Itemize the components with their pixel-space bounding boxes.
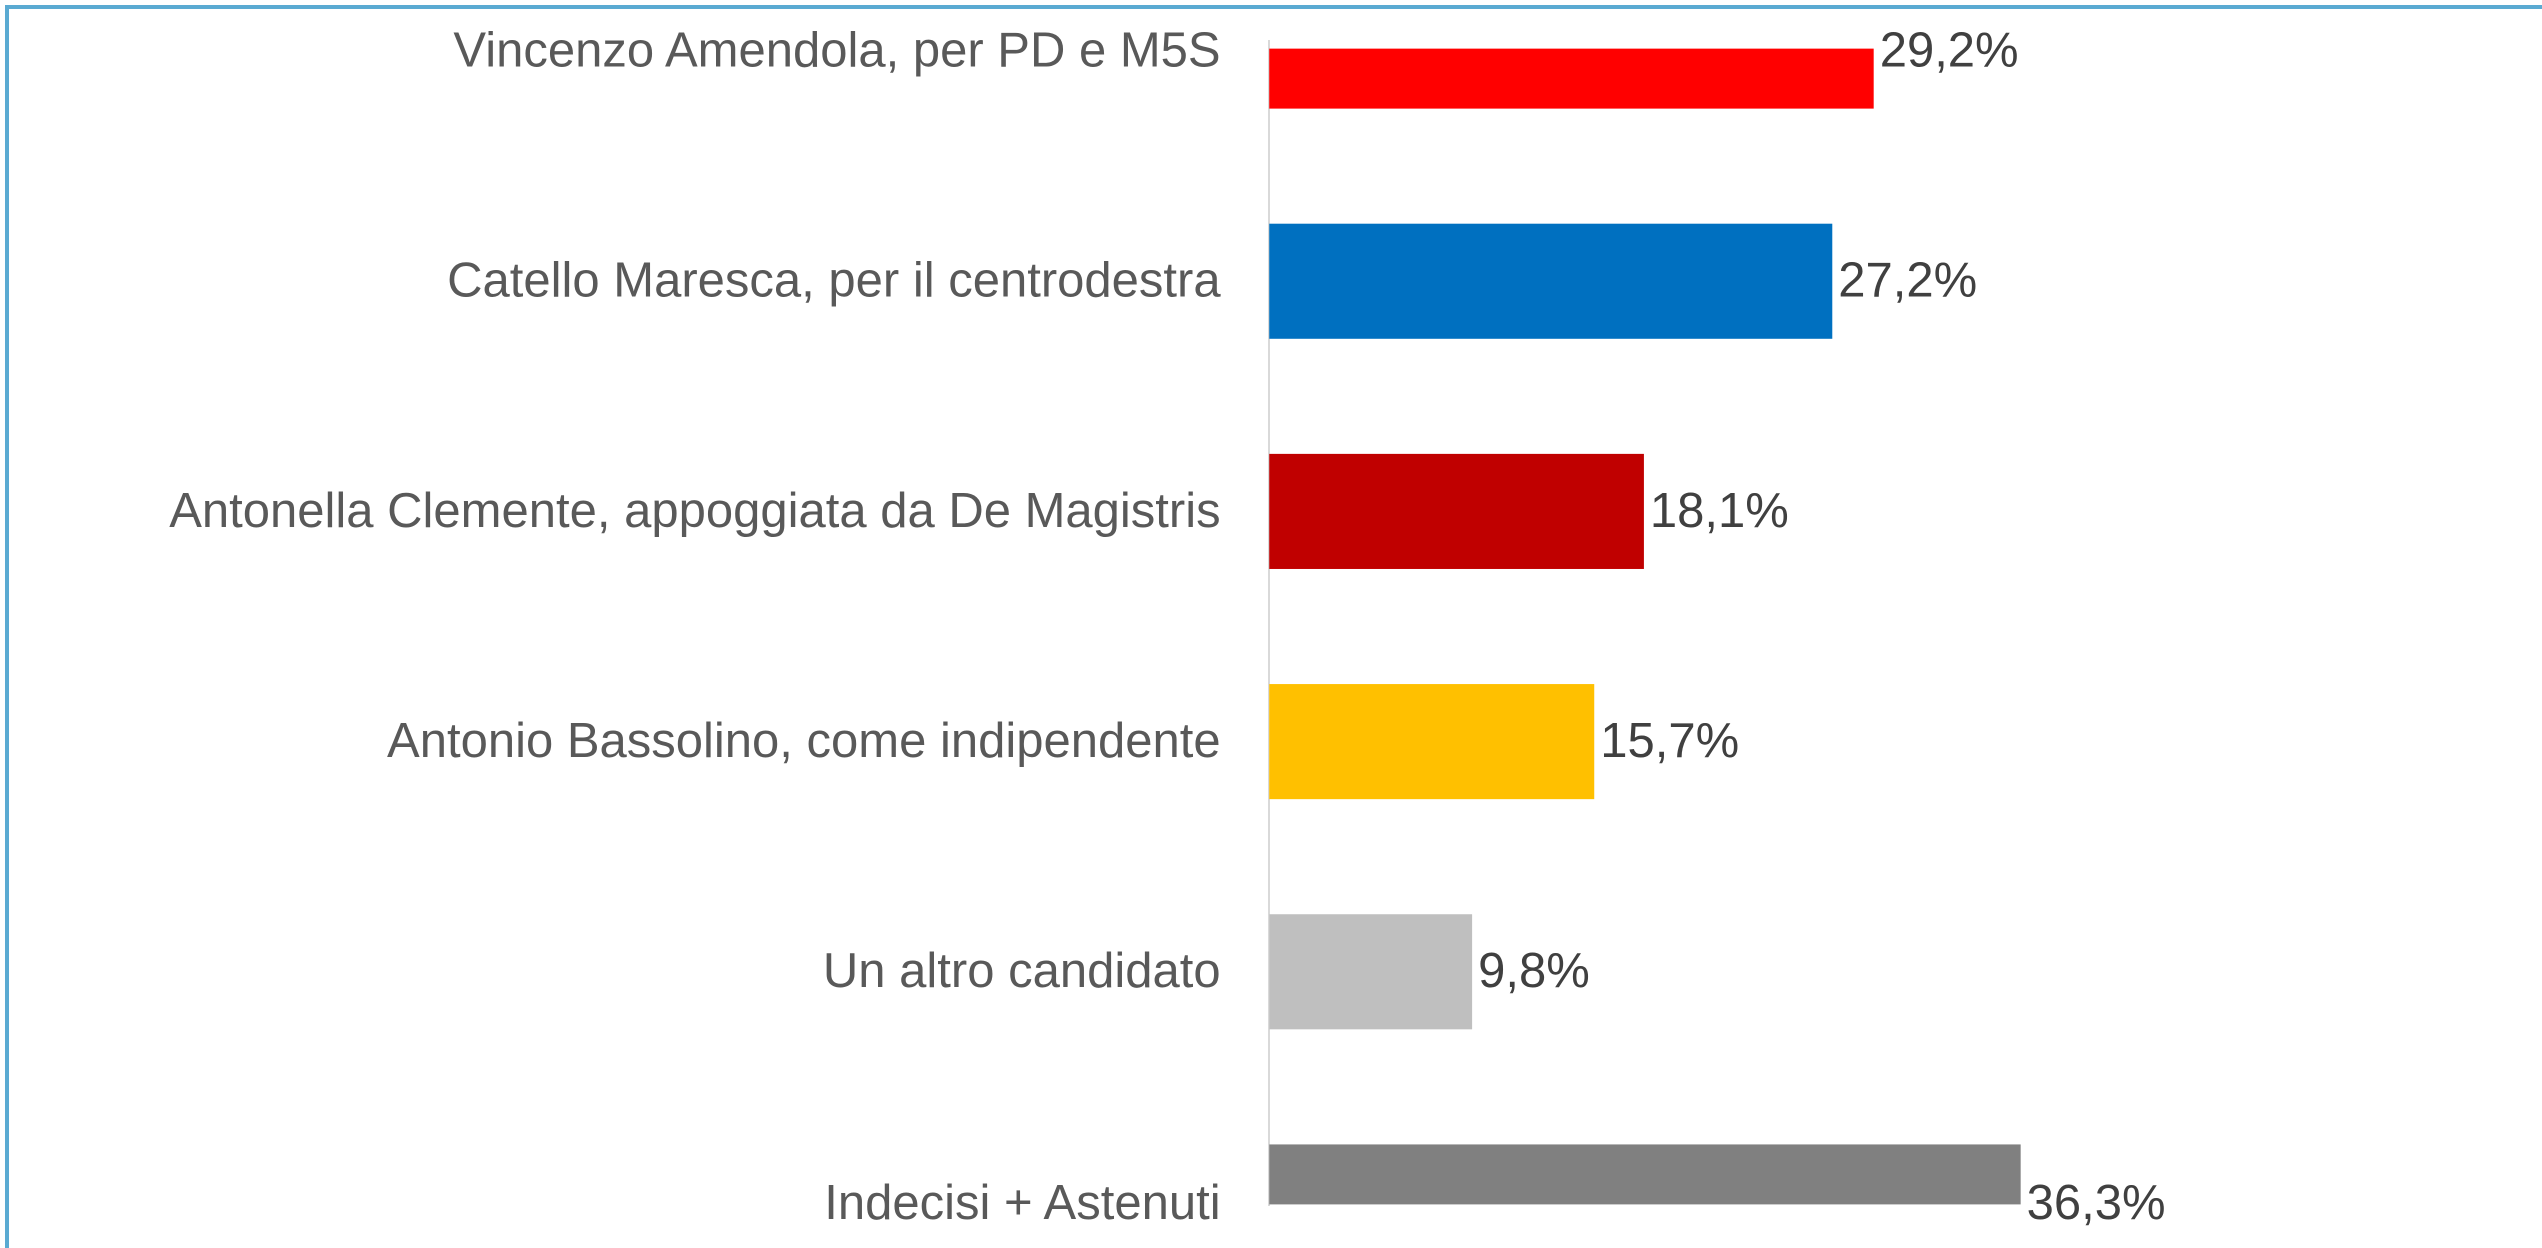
- data-label: 9,8%: [1478, 944, 1590, 998]
- y-tick-label: Antonio Bassolino, come indipendente: [387, 714, 1221, 768]
- bar: [1269, 223, 1833, 339]
- data-label: 15,7%: [1600, 714, 1739, 768]
- y-tick-label: Catello Maresca, per il centrodestra: [447, 254, 1221, 308]
- bar: [1269, 914, 1473, 1030]
- y-tick-label: Antonella Clemente, appoggiata da De Mag…: [169, 484, 1220, 538]
- bar: [1269, 48, 1874, 109]
- data-label: 27,2%: [1838, 254, 1977, 308]
- frame: [5, 5, 2542, 1248]
- bar: [1269, 453, 1644, 569]
- data-label: 36,3%: [2027, 1176, 2166, 1230]
- y-tick-label: Indecisi + Astenuti: [824, 1176, 1220, 1230]
- bar: [1269, 684, 1595, 800]
- y-tick-label: Un altro candidato: [823, 944, 1221, 998]
- data-label: 18,1%: [1650, 484, 1789, 538]
- data-label: 29,2%: [1880, 23, 2019, 77]
- bar: [1269, 1144, 2021, 1205]
- y-tick-label: Vincenzo Amendola, per PD e M5S: [453, 23, 1220, 77]
